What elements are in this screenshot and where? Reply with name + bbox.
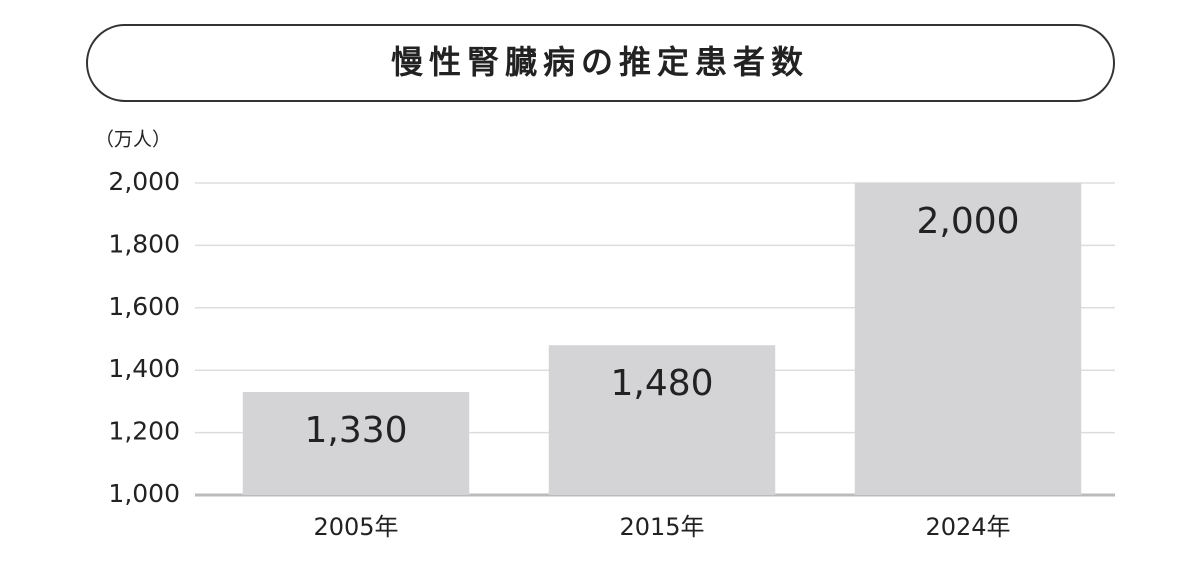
y-tick-label: 1,400 bbox=[108, 354, 180, 383]
y-tick-label: 1,000 bbox=[108, 479, 180, 508]
bar bbox=[548, 345, 776, 495]
bar bbox=[854, 183, 1082, 495]
value-label: 1,330 bbox=[304, 410, 407, 451]
x-tick-label: 2024年 bbox=[925, 513, 1010, 541]
y-tick-label: 1,200 bbox=[108, 417, 180, 446]
x-tick-label: 2015年 bbox=[619, 513, 704, 541]
title-frame bbox=[86, 24, 1115, 102]
chart-title: 慢性腎臓病の推定患者数 bbox=[391, 43, 809, 81]
x-tick-label: 2005年 bbox=[313, 513, 398, 541]
bar bbox=[242, 392, 470, 495]
y-tick-label: 1,600 bbox=[108, 292, 180, 321]
y-axis-label: （万人） bbox=[95, 129, 171, 151]
value-label: 2,000 bbox=[916, 201, 1019, 242]
y-tick-label: 2,000 bbox=[108, 167, 180, 196]
y-tick-label: 1,800 bbox=[108, 229, 180, 258]
value-label: 1,480 bbox=[610, 363, 713, 404]
